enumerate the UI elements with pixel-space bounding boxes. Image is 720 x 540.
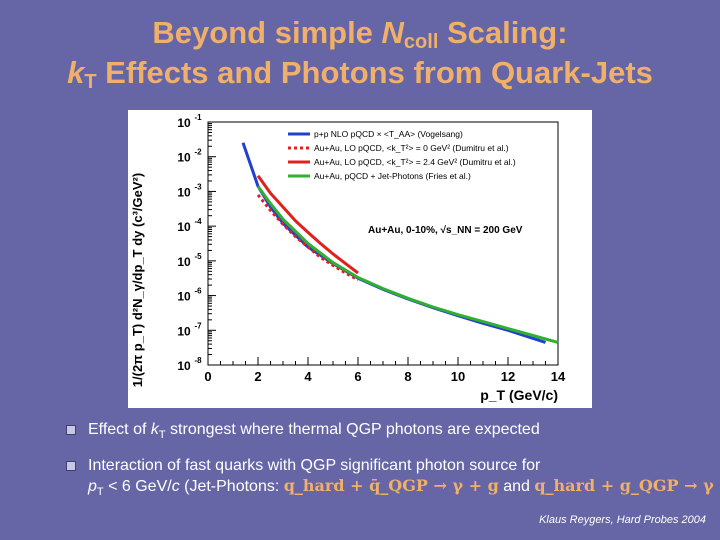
legend-entry: Au+Au, LO pQCD, <k_T²> = 0 GeV² (Dumitru… — [314, 143, 509, 153]
x-tick-label: 10 — [451, 369, 465, 384]
bullet-kt-text: Effect of kT strongest where thermal QGP… — [88, 421, 540, 442]
y-tick-label: 10 — [177, 359, 191, 373]
bullet-jet-line2: pT < 6 GeV/c (Jet-Photons: q_hard + q̄_Q… — [88, 476, 720, 502]
formula-quark-antiquark: q_hard + q̄_QGP → γ + g — [283, 476, 499, 495]
y-tick-label: 10 — [177, 185, 191, 199]
y-tick-exponent: -7 — [194, 321, 202, 330]
y-tick-label: 10 — [177, 220, 191, 234]
series-line-3 — [256, 174, 359, 275]
y-tick-exponent: -5 — [194, 252, 202, 261]
formula-quark-gluon: q_hard + g_QGP → γ + q — [534, 476, 720, 495]
y-tick-exponent: -3 — [194, 182, 202, 191]
bullet-square-icon — [66, 461, 76, 471]
x-tick-label: 12 — [501, 369, 515, 384]
slide-title-line2: kT Effects and Photons from Quark-Jets — [67, 55, 653, 93]
y-tick-exponent: -6 — [194, 287, 202, 296]
legend-entry: Au+Au, pQCD + Jet-Photons (Fries et al.) — [314, 171, 471, 181]
y-tick-exponent: -8 — [194, 356, 202, 365]
slide-title-line1: Beyond simple Ncoll Scaling: — [152, 15, 568, 53]
x-axis-label: p_T (GeV/c) — [480, 387, 558, 403]
x-tick-label: 0 — [204, 369, 211, 384]
y-tick-exponent: -2 — [194, 148, 202, 157]
x-tick-label: 6 — [354, 369, 361, 384]
author-credit: Klaus Reygers, Hard Probes 2004 — [539, 514, 706, 526]
y-tick-label: 10 — [177, 290, 191, 304]
x-tick-label: 14 — [551, 369, 566, 384]
x-tick-label: 4 — [304, 369, 312, 384]
y-tick-label: 10 — [177, 116, 191, 130]
y-tick-exponent: -4 — [194, 217, 202, 226]
bullet-square-icon — [66, 425, 76, 435]
collision-annotation: Au+Au, 0-10%, √s_NN = 200 GeV — [368, 225, 523, 236]
series-line-2 — [256, 193, 359, 282]
bullet-jet-line1: Interaction of fast quarks with QGP sign… — [88, 457, 541, 474]
chart-svg: 1/(2π p_T) d²N_γ/dp_T dy (c³/GeV²) 0 2 4 6 8… — [130, 113, 566, 403]
legend-entry: p+p NLO pQCD × <T_AA> (Vogelsang) — [314, 129, 463, 139]
legend-entry: Au+Au, LO pQCD, <k_T²> = 2.4 GeV² (Dumit… — [314, 157, 516, 167]
photon-spectrum-plot: 1/(2π p_T) d²N_γ/dp_T dy (c³/GeV²) 0 2 4 6 8… — [128, 110, 592, 408]
series-line-4 — [256, 185, 559, 344]
y-axis-label: 1/(2π p_T) d²N_γ/dp_T dy (c³/GeV²) — [130, 173, 145, 387]
x-tick-label: 2 — [254, 369, 261, 384]
y-tick-label: 10 — [177, 151, 191, 165]
y-tick-exponent: -1 — [194, 113, 202, 122]
x-tick-label: 8 — [404, 369, 411, 384]
y-tick-label: 10 — [177, 324, 191, 338]
svg-text:1/(2π p_T) d²N_γ/dp_T dy (c³/G: 1/(2π p_T) d²N_γ/dp_T dy (c³/GeV²) — [130, 173, 145, 387]
y-tick-label: 10 — [177, 255, 191, 269]
